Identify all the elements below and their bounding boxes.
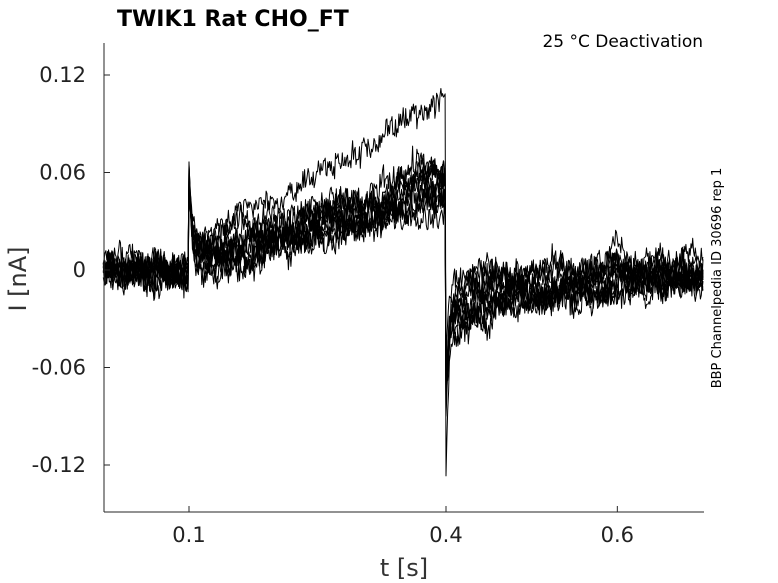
- chart-title: TWIK1 Rat CHO_FT: [117, 7, 349, 32]
- y-tick-label: 0.06: [39, 161, 86, 185]
- current-trace: [102, 165, 704, 381]
- x-axis-label: t [s]: [380, 554, 428, 582]
- y-tick-label: -0.06: [32, 356, 86, 380]
- x-tick-label: 0.4: [429, 523, 462, 547]
- x-tick-label: 0.6: [601, 523, 634, 547]
- source-label: BBP Channelpedia ID 30696 rep 1: [710, 168, 725, 389]
- current-trace: [102, 88, 704, 397]
- y-tick-label: -0.12: [32, 453, 86, 477]
- y-tick-label: 0: [73, 258, 86, 282]
- y-tick-label: 0.12: [39, 63, 86, 87]
- x-tick-label: 0.1: [172, 523, 205, 547]
- axes: 0.12 0.06 0 -0.06 -0.12 0.1 0.4 0.6: [32, 43, 704, 547]
- y-axis-label: I [nA]: [4, 246, 32, 311]
- traces: [102, 88, 704, 477]
- condition-annotation: 25 °C Deactivation: [542, 32, 703, 52]
